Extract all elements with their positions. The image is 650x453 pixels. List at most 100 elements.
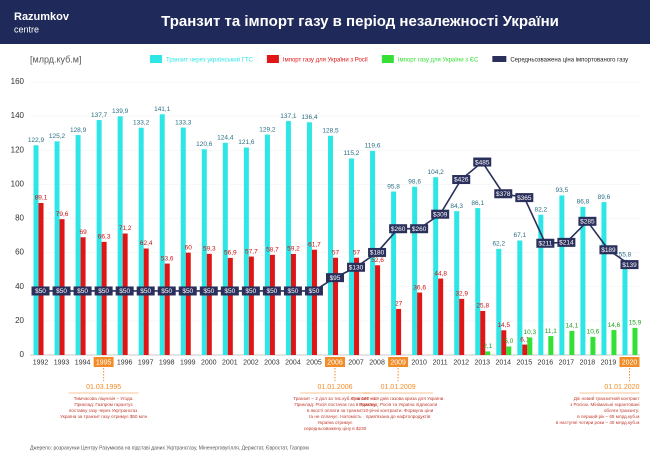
value-label: 10,6	[587, 329, 600, 336]
value-label: 58,7	[266, 247, 279, 254]
y-tick-label: 160	[11, 77, 25, 86]
bar	[354, 257, 360, 355]
value-label: 121,6	[238, 139, 255, 146]
bar	[417, 292, 423, 355]
price-marker	[347, 262, 366, 272]
bar	[601, 202, 607, 355]
price-marker	[599, 245, 618, 255]
x-tick-label: 1995	[96, 359, 112, 366]
x-tick-label: 2002	[243, 359, 259, 366]
annotation-text: 10-річні контракти. Формула ціни	[363, 408, 434, 413]
x-tick-label: 2016	[538, 359, 554, 366]
annotation-text: обсяги транзиту:	[604, 408, 640, 413]
bar	[201, 149, 207, 355]
y-tick-label: 80	[15, 214, 24, 223]
highlight-box	[93, 357, 114, 367]
value-label: $378	[496, 191, 511, 198]
bar	[622, 259, 628, 355]
x-tick-label: 2013	[474, 359, 490, 366]
value-label: $130	[349, 264, 364, 271]
legend-label: Середньозважена ціна імпортованого газу	[510, 58, 628, 64]
x-tick-label: 2017	[559, 359, 575, 366]
x-tick-label: 1993	[54, 359, 70, 366]
value-label: 44,8	[434, 270, 447, 277]
value-label: $50	[224, 288, 235, 295]
price-marker	[473, 157, 492, 167]
value-label: 10,3	[523, 329, 536, 336]
value-label: 57	[332, 249, 340, 256]
value-label: 115,2	[344, 150, 360, 157]
bar	[96, 120, 102, 355]
y-tick-label: 20	[15, 316, 24, 325]
value-label: $50	[203, 288, 214, 295]
x-tick-label: 2018	[580, 359, 596, 366]
bar	[306, 122, 312, 355]
legend-swatch	[150, 55, 162, 63]
value-label: 139,9	[112, 108, 129, 115]
price-marker	[52, 286, 71, 296]
logo-sub: centre	[14, 24, 39, 34]
value-label: 133,3	[175, 119, 192, 126]
x-tick-label: 2009	[390, 359, 406, 366]
value-label: 59,3	[203, 246, 216, 253]
price-marker	[31, 286, 50, 296]
bar	[580, 206, 586, 355]
price-marker	[620, 260, 639, 270]
bar	[328, 135, 333, 355]
value-label: $426	[454, 177, 469, 184]
value-label: 89,6	[598, 194, 611, 201]
price-marker	[283, 286, 302, 296]
price-marker	[94, 286, 113, 296]
y-tick-label: 0	[20, 350, 25, 359]
bar	[391, 191, 397, 355]
annotation-date: 01.01.2009	[381, 384, 416, 391]
bar	[632, 327, 638, 355]
annotation-text: та не сплачує. Натомість	[308, 414, 362, 419]
bar	[333, 257, 338, 355]
value-label: 14,5	[497, 322, 510, 329]
value-label: 11,1	[545, 328, 558, 335]
price-marker	[368, 247, 387, 257]
chart-title: Транзит та імпорт газу в період незалежн…	[161, 13, 559, 30]
legend-swatch	[266, 55, 279, 63]
bar	[185, 252, 191, 355]
annotation-text: прив'язана до нафтопродуктів	[366, 414, 431, 419]
value-label: $485	[475, 159, 490, 166]
bar	[433, 177, 439, 355]
bar	[75, 135, 81, 355]
value-label: 104,2	[428, 169, 445, 176]
bar	[522, 344, 528, 355]
bar	[506, 346, 512, 355]
annotation-text: Приклад: Росія та Україна підписали	[359, 402, 438, 407]
value-label: $50	[140, 288, 151, 295]
value-label: 55,8	[619, 252, 632, 259]
value-label: 82,2	[535, 206, 548, 213]
x-tick-label: 2006	[327, 359, 343, 366]
value-label: $180	[370, 250, 385, 257]
x-tick-label: 2008	[369, 359, 385, 366]
annotation-text: з Росією. Мінімальні гарантовані	[570, 402, 639, 407]
x-tick-label: 1997	[138, 359, 154, 366]
price-marker	[73, 286, 92, 296]
bar	[54, 141, 60, 355]
bar	[412, 186, 418, 355]
price-marker	[494, 189, 513, 199]
bar	[517, 240, 523, 355]
value-label: $50	[288, 288, 299, 295]
value-label: 129,2	[259, 126, 276, 133]
price-marker	[304, 286, 323, 296]
x-tick-label: 2015	[517, 359, 533, 366]
bar	[33, 145, 39, 355]
bar	[496, 248, 502, 355]
value-label: 15,9	[629, 320, 642, 327]
x-tick-label: 2004	[285, 359, 301, 366]
annotation-text: поставку газу через Укртрансгаз.	[69, 408, 139, 413]
price-marker	[515, 193, 534, 203]
value-label: 86,1	[471, 200, 484, 207]
bar	[269, 254, 275, 355]
annotation-text: Тимчасова ліцензія – Угода.	[74, 396, 134, 401]
price-marker	[536, 238, 555, 248]
value-label: $50	[56, 288, 67, 295]
price-marker	[178, 286, 197, 296]
x-tick-label: 1994	[75, 359, 91, 366]
